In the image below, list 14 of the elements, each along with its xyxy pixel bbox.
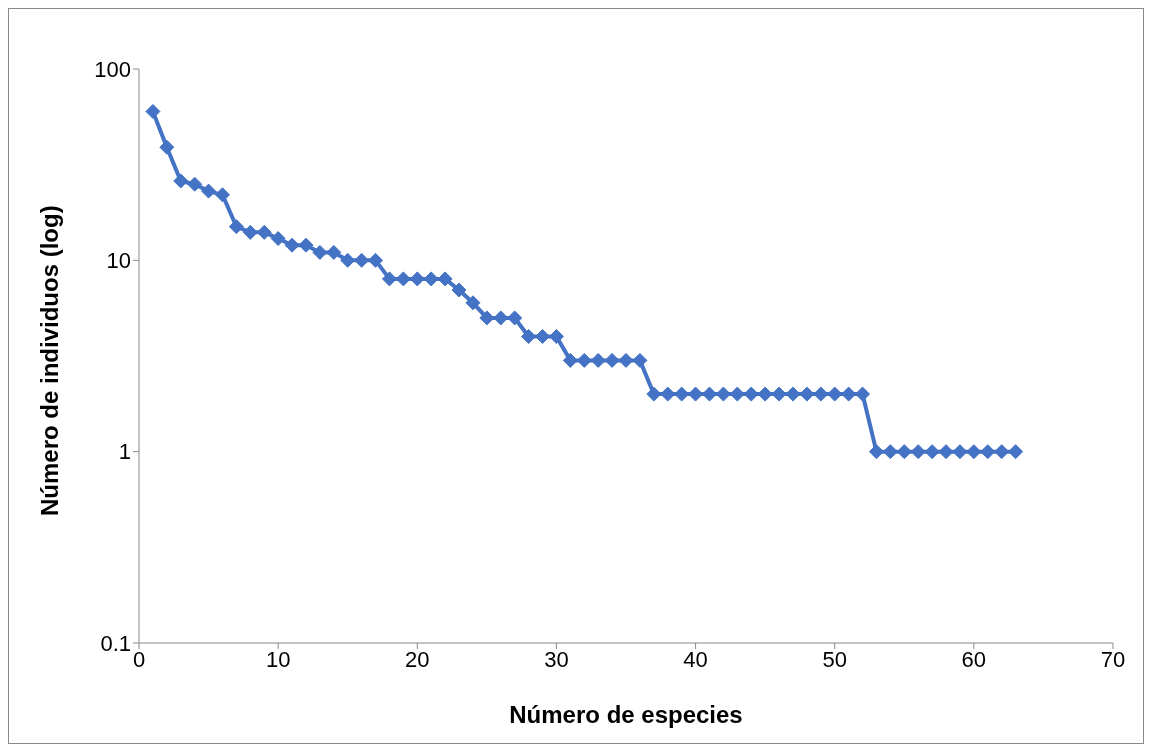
x-tick-label: 30 [544,646,569,672]
x-tick-label: 60 [961,646,987,672]
x-tick-label: 10 [265,646,291,672]
y-tick-label: 0.1 [100,630,131,656]
x-tick-label: 0 [132,646,146,672]
x-tick-label: 40 [683,646,708,672]
x-tick-label: 70 [1100,646,1126,672]
x-axis-title: Número de especies [509,701,743,728]
x-tick-label: 20 [405,646,430,672]
y-tick-label: 100 [94,56,131,82]
y-tick-label: 10 [106,248,131,274]
y-axis-title: Número de individuos (log) [35,205,63,516]
x-tick-label: 50 [822,646,847,672]
y-tick-label: 1 [118,439,131,465]
